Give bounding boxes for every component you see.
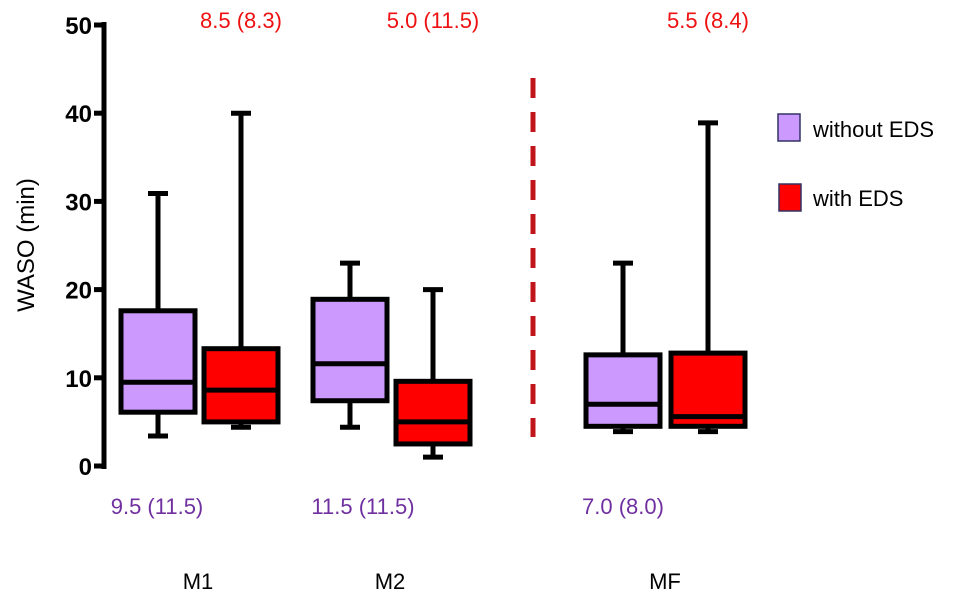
box-m2-with-eds [393,287,473,460]
box-iqr [393,378,473,447]
group-label: M2 [375,569,406,594]
box-m2-without-eds [310,260,390,430]
annotation-with-eds: 8.5 (8.3) [200,8,282,33]
y-tick-label: 30 [65,189,92,216]
legend-label-with-eds: with EDS [812,186,903,211]
y-tick-label: 50 [65,13,92,40]
group-label: M1 [183,569,214,594]
legend-swatch-with-eds [778,183,802,212]
box-iqr [118,308,198,415]
box-m1-with-eds [201,110,281,430]
box-m1-without-eds [118,190,198,439]
annotation-without-eds: 9.5 (11.5) [111,494,204,519]
annotation-with-eds: 5.5 (8.4) [667,8,749,33]
y-tick-label: 0 [79,454,92,481]
y-tick-label: 10 [65,366,92,393]
legend-label-without-eds: without EDS [812,117,934,142]
annotation-without-eds: 11.5 (11.5) [311,494,414,519]
legend-swatch-without-eds [777,113,801,142]
annotation-without-eds: 7.0 (8.0) [582,494,664,519]
box-iqr [310,296,390,404]
box-mf-with-eds [668,120,748,435]
annotation-with-eds: 5.0 (11.5) [387,8,480,33]
group-label: MF [649,569,681,594]
box-mf-without-eds [583,260,663,435]
box-iqr [583,352,663,429]
y-tick-label: 20 [65,278,92,305]
y-tick-label: 40 [65,101,92,128]
legend: without EDS with EDS [777,113,934,212]
box-iqr [201,346,281,425]
y-axis-label: WASO (min) [13,178,40,312]
